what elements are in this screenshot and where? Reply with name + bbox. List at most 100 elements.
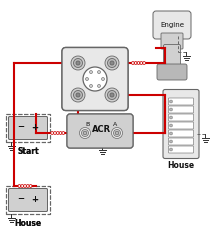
Circle shape [51,132,54,134]
FancyBboxPatch shape [153,11,191,39]
Circle shape [81,129,89,136]
Circle shape [169,108,172,111]
FancyBboxPatch shape [62,48,128,110]
Text: −: − [17,194,25,204]
Circle shape [114,129,120,136]
FancyBboxPatch shape [169,114,194,121]
Circle shape [97,71,100,73]
Circle shape [97,84,100,88]
FancyBboxPatch shape [62,48,128,110]
Circle shape [114,129,120,136]
Circle shape [105,88,119,102]
Text: Start: Start [17,147,39,156]
FancyBboxPatch shape [163,89,199,158]
FancyBboxPatch shape [169,106,194,113]
Circle shape [169,124,172,127]
Circle shape [112,128,123,139]
Text: B: B [85,121,89,127]
Circle shape [105,88,119,102]
Text: −: − [17,194,25,204]
Circle shape [59,132,62,134]
Text: A: A [113,121,117,127]
Circle shape [97,84,100,88]
Circle shape [169,140,172,143]
FancyBboxPatch shape [9,189,48,212]
Circle shape [80,128,91,139]
Text: Engine: Engine [160,22,184,28]
FancyBboxPatch shape [67,114,133,148]
Circle shape [115,131,119,135]
Circle shape [18,185,21,187]
FancyBboxPatch shape [9,117,48,139]
Circle shape [89,71,92,73]
Circle shape [169,148,172,151]
Circle shape [80,128,91,139]
Circle shape [76,93,80,97]
Text: House: House [167,161,195,169]
Circle shape [71,56,85,70]
Circle shape [140,62,143,64]
Text: +: + [32,194,38,204]
Circle shape [108,91,117,99]
Circle shape [71,88,85,102]
Text: A: A [113,121,117,127]
Circle shape [110,61,114,65]
FancyBboxPatch shape [161,33,183,49]
Circle shape [105,56,119,70]
Circle shape [89,84,92,88]
Circle shape [71,56,85,70]
Circle shape [76,61,80,65]
Text: +: + [32,194,38,204]
Circle shape [105,56,119,70]
FancyBboxPatch shape [169,138,194,145]
Circle shape [108,91,117,99]
FancyBboxPatch shape [169,146,194,153]
Circle shape [112,128,123,139]
Circle shape [86,77,89,80]
Circle shape [134,62,137,64]
Circle shape [110,61,114,65]
Circle shape [115,131,119,135]
Circle shape [101,77,104,80]
Circle shape [71,88,85,102]
Text: House: House [14,219,41,228]
FancyBboxPatch shape [163,44,181,72]
Circle shape [137,62,140,64]
Text: −: − [17,123,25,132]
Circle shape [110,93,114,97]
Text: ACR: ACR [92,124,112,134]
Circle shape [83,67,107,91]
Circle shape [62,132,65,134]
Circle shape [101,77,104,80]
Circle shape [26,185,29,187]
Text: −: − [17,123,25,132]
Circle shape [169,100,172,103]
Text: B: B [85,121,89,127]
Circle shape [83,131,87,135]
Circle shape [89,71,92,73]
FancyBboxPatch shape [9,189,48,212]
Circle shape [24,185,26,187]
FancyBboxPatch shape [169,98,194,105]
Circle shape [110,93,114,97]
Circle shape [89,84,92,88]
FancyBboxPatch shape [169,122,194,129]
Circle shape [74,91,83,99]
Text: +: + [32,123,38,132]
Circle shape [83,131,87,135]
FancyBboxPatch shape [67,114,133,148]
Text: House: House [14,219,41,228]
Circle shape [83,67,107,91]
Circle shape [21,185,24,187]
Text: ACR: ACR [92,124,112,134]
Circle shape [76,61,80,65]
Circle shape [74,58,83,67]
Circle shape [108,58,117,67]
Circle shape [169,116,172,119]
Circle shape [97,71,100,73]
Text: +: + [32,123,38,132]
FancyBboxPatch shape [157,64,187,80]
Circle shape [74,91,83,99]
Circle shape [81,129,89,136]
Circle shape [76,93,80,97]
